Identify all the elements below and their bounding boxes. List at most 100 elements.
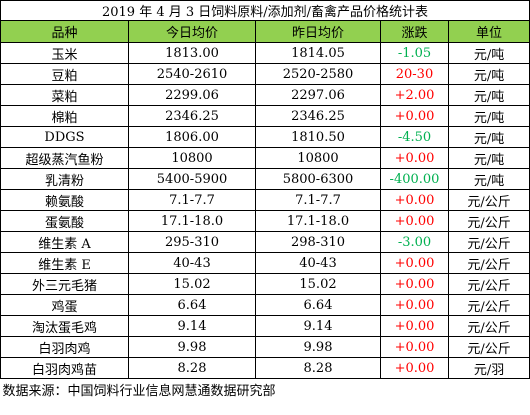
cell: 8.28: [255, 357, 381, 379]
change-cell: +0.00: [380, 252, 449, 274]
cell: 玉米: [0, 42, 129, 64]
data-row: 维生素 E 40-43 40-43 +0.00 元/公斤: [0, 252, 530, 274]
cell: 1814.05: [255, 42, 381, 64]
cell: 赖氨酸: [0, 189, 129, 211]
header-row: 品种 今日均价 昨日均价 涨跌 单位: [0, 20, 530, 43]
cell: 元/公斤: [447, 189, 530, 211]
data-row: DDGS 1806.00 1810.50 -4.50 元/吨: [0, 126, 530, 148]
source-note: 数据来源：中国饲料行业信息网慧通数据研究部: [2, 383, 276, 399]
cell: 元/公斤: [447, 273, 530, 295]
cell: 7.1-7.7: [255, 189, 381, 211]
cell: 40-43: [128, 252, 256, 274]
change-cell: 20-30: [380, 63, 449, 85]
cell: 9.14: [128, 315, 256, 337]
change-cell: +0.00: [380, 357, 449, 379]
header-cell: 单位: [447, 20, 530, 43]
data-row: 维生素 A 295-310 298-310 -3.00 元/公斤: [0, 231, 530, 253]
cell: 鸡蛋: [0, 294, 129, 316]
cell: 维生素 A: [0, 231, 129, 253]
cell: 295-310: [128, 231, 256, 253]
cell: 2540-2610: [128, 63, 256, 85]
cell: 维生素 E: [0, 252, 129, 274]
cell: 元/公斤: [447, 210, 530, 232]
change-cell: +2.00: [380, 84, 449, 106]
cell: 9.14: [255, 315, 381, 337]
cell: 2297.06: [255, 84, 381, 106]
cell: 外三元毛猪: [0, 273, 129, 295]
cell: 9.98: [255, 336, 381, 358]
cell: 2346.25: [128, 105, 256, 127]
data-row: 乳清粉 5400-5900 5800-6300 -400.00 元/吨: [0, 168, 530, 190]
cell: 9.98: [128, 336, 256, 358]
cell: 元/吨: [447, 42, 530, 64]
data-row: 赖氨酸 7.1-7.7 7.1-7.7 +0.00 元/公斤: [0, 189, 530, 211]
change-cell: +0.00: [380, 105, 449, 127]
cell: 5800-6300: [255, 168, 381, 190]
cell: 2346.25: [255, 105, 381, 127]
cell: 15.02: [255, 273, 381, 295]
header-cell: 品种: [0, 20, 129, 43]
change-cell: -3.00: [380, 231, 449, 253]
data-row: 棉粕 2346.25 2346.25 +0.00 元/吨: [0, 105, 530, 127]
data-row: 玉米 1813.00 1814.05 -1.05 元/吨: [0, 42, 530, 64]
cell: 1810.50: [255, 126, 381, 148]
change-cell: -4.50: [380, 126, 449, 148]
cell: 乳清粉: [0, 168, 129, 190]
cell: 元/公斤: [447, 294, 530, 316]
cell: 元/吨: [447, 63, 530, 85]
cell: 5400-5900: [128, 168, 256, 190]
cell: 棉粕: [0, 105, 129, 127]
header-cell: 涨跌: [380, 20, 449, 43]
cell: 1806.00: [128, 126, 256, 148]
cell: 10800: [128, 147, 256, 169]
cell: 元/公斤: [447, 315, 530, 337]
change-cell: +0.00: [380, 210, 449, 232]
change-cell: -1.05: [380, 42, 449, 64]
data-row: 豆粕 2540-2610 2520-2580 20-30 元/吨: [0, 63, 530, 85]
price-table: 2019 年 4 月 3 日饲料原料/添加剂/畜禽产品价格统计表 品种 今日均价昨…: [0, 0, 530, 400]
source-row: 数据来源：中国饲料行业信息网慧通数据研究部: [1, 379, 530, 400]
table-title: 2019 年 4 月 3 日饲料原料/添加剂/畜禽产品价格统计表: [0, 0, 530, 21]
cell: 蛋氨酸: [0, 210, 129, 232]
change-cell: +0.00: [380, 273, 449, 295]
change-cell: +0.00: [380, 294, 449, 316]
cell: 298-310: [255, 231, 381, 253]
header-cell: 昨日均价: [255, 20, 381, 43]
change-cell: +0.00: [380, 147, 449, 169]
change-cell: -400.00: [380, 168, 449, 190]
cell: 淘汰蛋毛鸡: [0, 315, 129, 337]
cell: 白羽肉鸡苗: [0, 357, 129, 379]
cell: 元/吨: [447, 147, 530, 169]
data-row: 蛋氨酸 17.1-18.0 17.1-18.0 +0.00 元/公斤: [0, 210, 530, 232]
cell: 2299.06: [128, 84, 256, 106]
cell: 元/吨: [447, 126, 530, 148]
cell: 豆粕: [0, 63, 129, 85]
data-row: 超级蒸汽鱼粉 10800 10800 +0.00 元/吨: [0, 147, 530, 169]
cell: 6.64: [255, 294, 381, 316]
cell: 菜粕: [0, 84, 129, 106]
cell: 15.02: [128, 273, 256, 295]
data-row: 鸡蛋 6.64 6.64 +0.00 元/公斤: [0, 294, 530, 316]
cell: 40-43: [255, 252, 381, 274]
cell: 元/吨: [447, 84, 530, 106]
data-row: 淘汰蛋毛鸡 9.14 9.14 +0.00 元/公斤: [0, 315, 530, 337]
cell: 10800: [255, 147, 381, 169]
cell: 7.1-7.7: [128, 189, 256, 211]
cell: 6.64: [128, 294, 256, 316]
cell: DDGS: [0, 126, 129, 148]
cell: 超级蒸汽鱼粉: [0, 147, 129, 169]
cell: 元/吨: [447, 105, 530, 127]
title-row: 2019 年 4 月 3 日饲料原料/添加剂/畜禽产品价格统计表: [0, 0, 530, 21]
data-row: 白羽肉鸡苗 8.28 8.28 +0.00 元/羽: [0, 357, 530, 379]
change-cell: +0.00: [380, 336, 449, 358]
change-cell: +0.00: [380, 315, 449, 337]
cell: 元/公斤: [447, 252, 530, 274]
cell: 元/公斤: [447, 336, 530, 358]
cell: 2520-2580: [255, 63, 381, 85]
change-cell: +0.00: [380, 189, 449, 211]
cell: 8.28: [128, 357, 256, 379]
data-row: 白羽肉鸡 9.98 9.98 +0.00 元/公斤: [0, 336, 530, 358]
cell: 17.1-18.0: [255, 210, 381, 232]
cell: 元/羽: [447, 357, 530, 379]
